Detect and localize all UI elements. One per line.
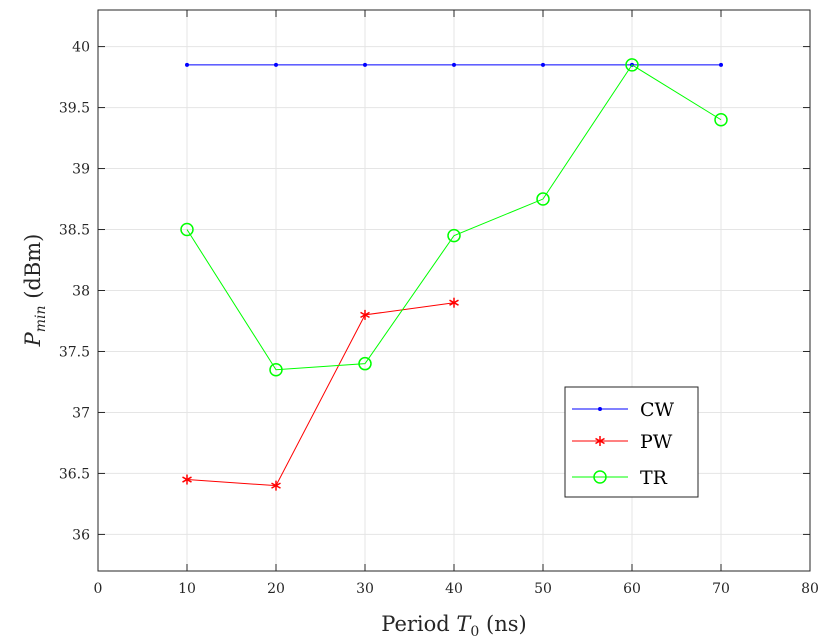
y-tick-label: 39.5 — [59, 101, 90, 117]
x-axis-label: Period T0 (ns) — [381, 612, 526, 639]
y-tick-label: 36 — [72, 527, 90, 543]
legend: CW PW TR — [564, 386, 699, 498]
data-point-pw — [449, 297, 459, 308]
series-line-pw — [186, 302, 455, 487]
series-pw — [182, 297, 459, 491]
data-point-cw — [719, 62, 723, 67]
y-tick-label: 40 — [72, 40, 90, 56]
legend-label-cw: CW — [640, 399, 675, 421]
tick-labels: 0 10 20 30 40 50 60 70 80 36 36.5 37 37.5 38 38.5 39 39.… — [59, 10, 819, 597]
data-point-pw — [182, 474, 192, 485]
x-tick-label: 80 — [801, 581, 819, 597]
legend-box — [564, 386, 699, 498]
data-point-tr — [269, 363, 283, 377]
legend-label-pw: PW — [640, 431, 673, 453]
data-point-tr — [536, 192, 550, 206]
data-point-tr — [358, 356, 372, 371]
data-point-cw — [452, 62, 456, 67]
x-tick-label: 50 — [534, 581, 552, 597]
legend-marker-cw — [598, 407, 602, 411]
data-point-cw — [274, 62, 278, 67]
legend-marker-tr — [593, 470, 607, 484]
y-tick-label: 38.5 — [59, 223, 90, 239]
legend-marker-pw — [595, 436, 605, 446]
data-point-pw — [360, 309, 370, 320]
data-point-cw — [185, 62, 189, 67]
x-tick-label: 70 — [712, 581, 730, 597]
x-tick-label: 30 — [356, 581, 374, 597]
data-point-cw — [363, 62, 367, 67]
data-point-cw — [541, 62, 545, 67]
series-layer — [180, 58, 728, 491]
legend-label-tr: TR — [640, 467, 668, 489]
y-tick-label: 38 — [72, 284, 90, 300]
y-axis-label: Pmin (dBm) — [21, 234, 49, 348]
data-point-pw — [271, 480, 281, 491]
x-tick-label: 40 — [445, 581, 463, 597]
x-tick-label: 20 — [267, 581, 285, 597]
y-tick-label: 37.5 — [59, 344, 90, 360]
x-tick-label: 10 — [178, 581, 196, 597]
data-point-tr — [180, 222, 194, 237]
y-tick-label: 37 — [72, 405, 90, 421]
x-tick-label: 0 — [94, 581, 103, 597]
series-line-tr — [186, 64, 722, 371]
data-point-tr — [625, 58, 639, 72]
data-point-tr — [714, 113, 728, 127]
y-tick-label: 39 — [72, 162, 90, 178]
x-tick-label: 60 — [623, 581, 641, 597]
data-point-tr — [447, 228, 461, 243]
series-tr — [180, 58, 728, 377]
y-tick-label: 36.5 — [59, 466, 90, 482]
